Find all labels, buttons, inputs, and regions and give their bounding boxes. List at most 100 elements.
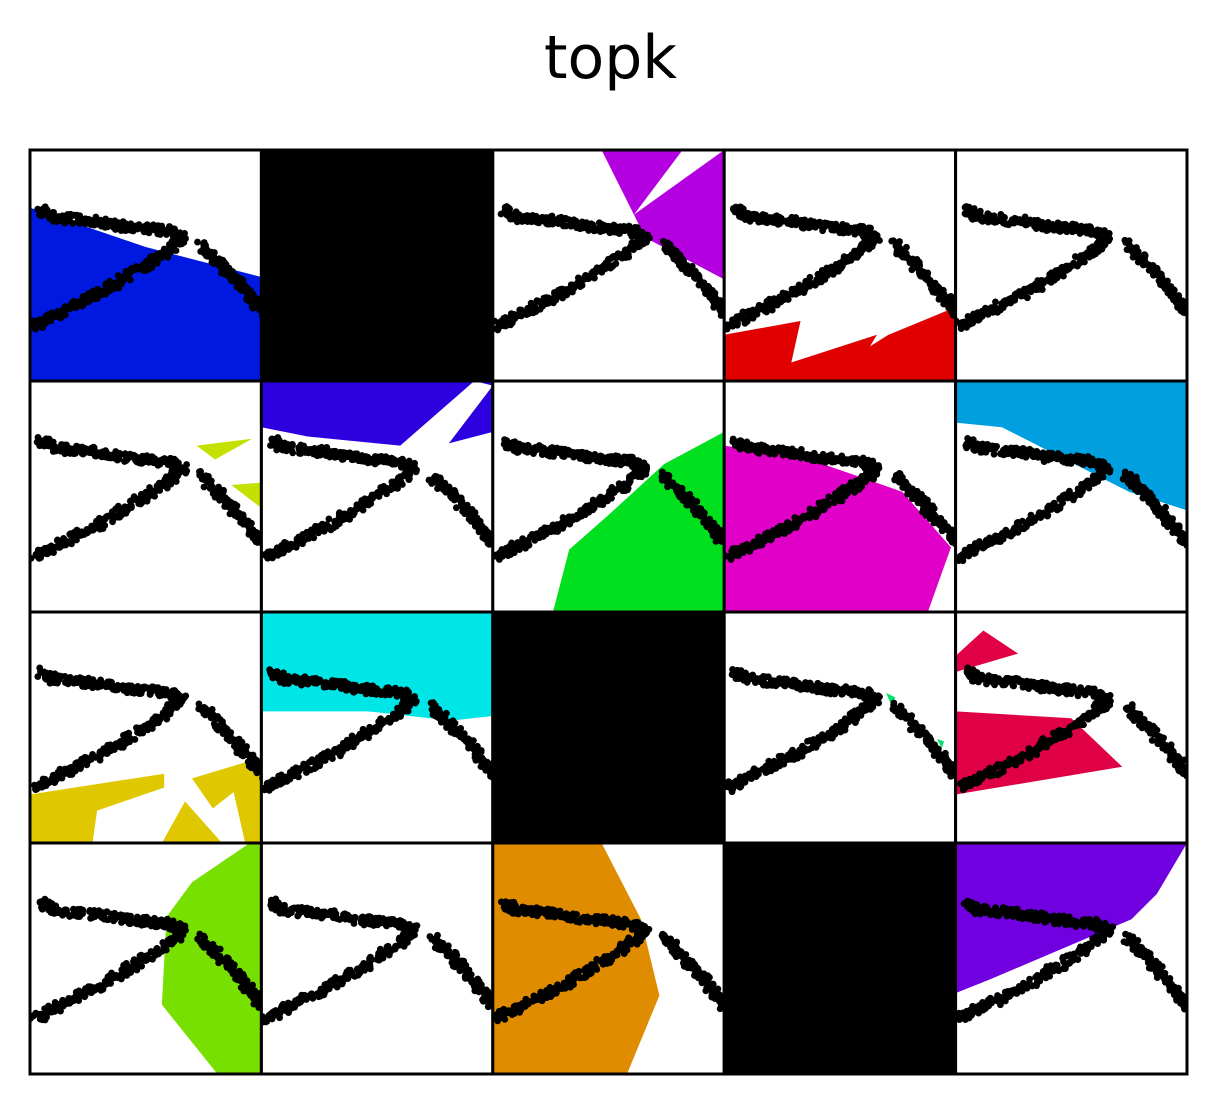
stroke-point — [123, 686, 131, 694]
panel-background — [261, 150, 493, 381]
highlight-region — [196, 438, 253, 460]
highlight-region — [724, 307, 956, 381]
stroke-point — [1122, 239, 1130, 246]
stroke-point — [182, 692, 190, 700]
stroke-point — [492, 551, 500, 559]
stroke-point — [841, 485, 849, 492]
stroke-point — [382, 453, 390, 461]
stroke-point — [55, 538, 62, 545]
stroke-point — [239, 277, 247, 284]
stroke-point — [434, 485, 441, 493]
stroke-point — [533, 297, 541, 305]
stroke-point — [115, 284, 123, 292]
stroke-point — [778, 218, 785, 226]
stroke-point — [68, 540, 75, 548]
stroke-point — [69, 219, 77, 227]
stroke-point — [1076, 259, 1084, 267]
stroke-point — [691, 498, 699, 506]
stroke-point — [234, 510, 242, 518]
stroke-point — [557, 522, 565, 529]
stroke-point — [1093, 243, 1100, 251]
stroke-point — [315, 445, 323, 452]
stroke-point — [142, 223, 150, 231]
stroke-points — [492, 203, 725, 334]
stroke-point — [567, 222, 575, 230]
stroke-point — [741, 319, 749, 327]
stroke-point — [435, 478, 443, 486]
stroke-point — [135, 495, 143, 503]
stroke-point — [630, 240, 638, 248]
stroke-point — [129, 496, 137, 504]
stroke-point — [79, 530, 87, 538]
stroke-point — [1087, 248, 1095, 256]
stroke-points — [955, 434, 1187, 565]
stroke-point — [539, 447, 547, 455]
stroke-point — [863, 471, 871, 479]
stroke-point — [508, 313, 516, 320]
stroke-point — [1002, 450, 1010, 458]
stroke-point — [794, 219, 802, 227]
highlight-region — [30, 207, 262, 381]
stroke-point — [963, 323, 971, 331]
stroke-point — [573, 280, 581, 287]
stroke-point — [550, 453, 558, 460]
stroke-points — [30, 203, 262, 333]
stroke-point — [1157, 279, 1165, 287]
stroke-point — [268, 435, 276, 443]
stroke-point — [85, 674, 92, 682]
stroke-point — [1045, 274, 1053, 282]
stroke-point — [1032, 225, 1040, 233]
stroke-point — [167, 244, 174, 252]
stroke-point — [823, 498, 831, 506]
stroke-point — [532, 308, 539, 315]
stroke-point — [60, 534, 67, 542]
stroke-point — [791, 523, 798, 531]
stroke-point — [154, 714, 161, 722]
stroke-point — [58, 774, 66, 782]
stroke-point — [1076, 491, 1084, 499]
stroke-point — [814, 270, 822, 278]
stroke-point — [114, 272, 122, 279]
stroke-point — [323, 523, 331, 530]
stroke-point — [521, 541, 529, 549]
stroke-point — [780, 296, 788, 304]
stroke-point — [979, 217, 986, 225]
stroke-point — [957, 325, 965, 332]
highlight-region — [231, 482, 262, 509]
stroke-point — [1165, 286, 1173, 294]
stroke-point — [532, 218, 540, 226]
stroke-point — [888, 237, 896, 245]
stroke-point — [516, 309, 523, 317]
stroke-point — [93, 753, 101, 761]
panel-2 — [491, 148, 726, 383]
stroke-point — [955, 557, 963, 564]
stroke-points — [724, 435, 956, 563]
stroke-point — [1065, 493, 1073, 501]
stroke-point — [97, 676, 105, 684]
panel-5 — [28, 379, 263, 614]
stroke-point — [331, 518, 339, 526]
stroke-point — [560, 216, 567, 224]
stroke-point — [109, 223, 117, 231]
stroke-point — [106, 678, 113, 686]
stroke-point — [590, 223, 598, 231]
stroke-point — [588, 501, 596, 508]
stroke-point — [155, 692, 163, 700]
stroke-points — [724, 203, 956, 333]
stroke-point — [642, 466, 650, 474]
stroke-point — [825, 493, 833, 501]
stroke-point — [992, 298, 999, 306]
stroke-point — [1049, 225, 1057, 233]
stroke-point — [158, 254, 165, 261]
panel-6 — [259, 379, 495, 614]
stroke-point — [1056, 504, 1064, 512]
stroke-point — [81, 220, 89, 228]
stroke-point — [562, 222, 570, 230]
stroke-point — [156, 231, 164, 238]
stroke-point — [598, 453, 606, 460]
stroke-point — [49, 311, 57, 319]
stroke-point — [1060, 272, 1067, 280]
stroke-point — [399, 457, 407, 464]
stroke-point — [358, 457, 365, 465]
stroke-point — [308, 445, 316, 453]
